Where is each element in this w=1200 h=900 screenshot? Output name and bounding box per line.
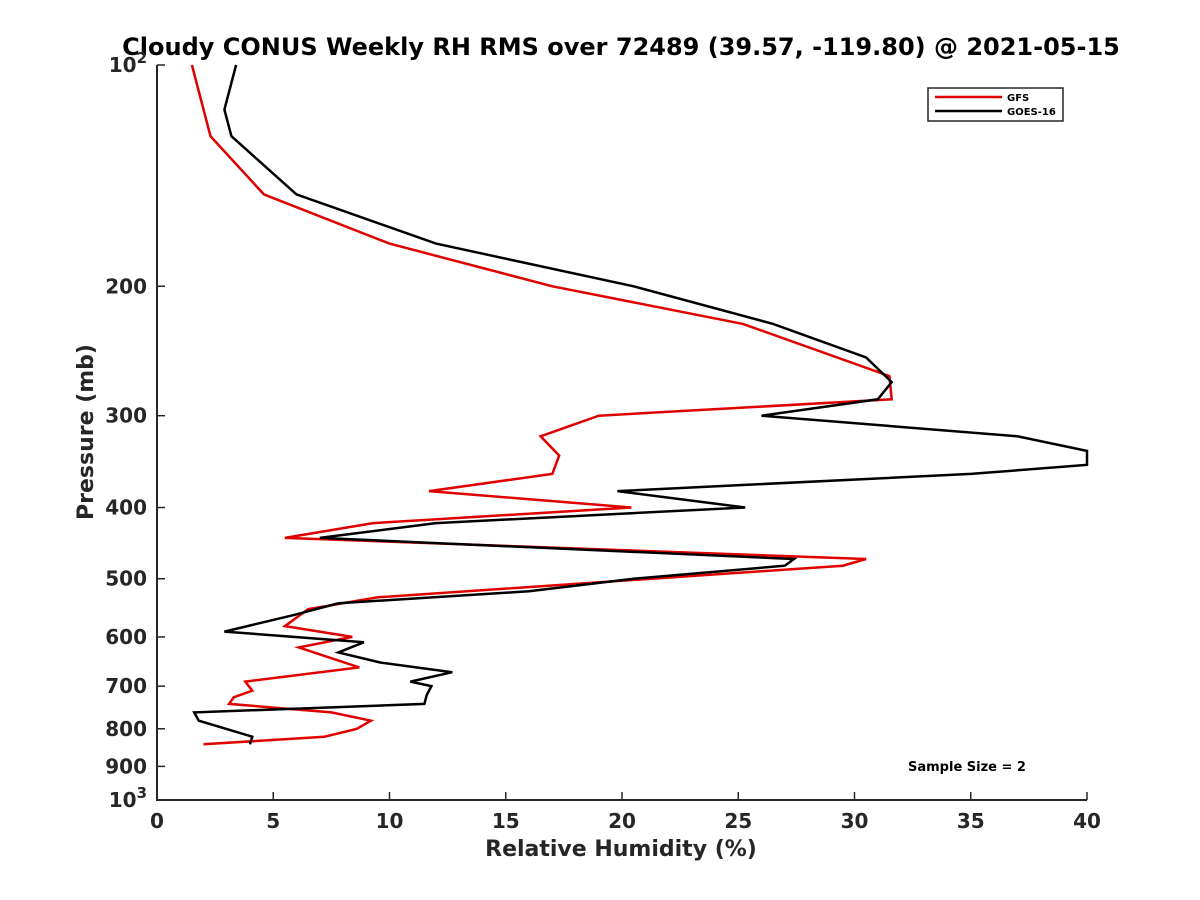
y-tick-label: 300 <box>105 404 147 428</box>
x-tick-label: 5 <box>266 809 280 833</box>
x-tick-label: 35 <box>957 809 985 833</box>
x-axis-label: Relative Humidity (%) <box>485 837 757 862</box>
x-tick-label: 40 <box>1073 809 1101 833</box>
y-tick-label: 400 <box>105 496 147 520</box>
x-tick-label: 25 <box>724 809 752 833</box>
y-tick-label: 600 <box>105 625 147 649</box>
x-tick-label: 0 <box>150 809 164 833</box>
series-layer <box>190 64 1089 746</box>
x-axis-ticks: 0 5 10 15 20 25 30 35 40 <box>150 792 1101 833</box>
plot-area: 0 5 10 15 20 25 30 35 40 102 200 300 400 500 600 700 80… <box>105 49 1101 833</box>
y-tick-label: 900 <box>105 754 147 778</box>
series-line-goes-16 <box>192 64 1089 745</box>
series-line-gfs <box>190 64 894 746</box>
y-tick-label: 500 <box>105 567 147 591</box>
legend[interactable]: GFS GOES-16 <box>927 87 1064 122</box>
y-axis-ticks: 102 200 300 400 500 600 700 800 900 103 <box>105 49 165 812</box>
y-tick-label: 103 <box>109 784 147 812</box>
y-tick-label: 102 <box>109 49 147 77</box>
x-tick-label: 20 <box>608 809 636 833</box>
x-tick-label: 30 <box>841 809 869 833</box>
y-axis-label: Pressure (mb) <box>74 344 99 520</box>
x-tick-label: 10 <box>376 809 404 833</box>
x-tick-label: 15 <box>492 809 520 833</box>
legend-label-gfs: GFS <box>1007 93 1029 104</box>
sample-size-annotation: Sample Size = 2 <box>908 760 1026 775</box>
chart-title: Cloudy CONUS Weekly RH RMS over 72489 (3… <box>122 33 1120 61</box>
legend-box <box>927 87 1064 122</box>
y-tick-label: 800 <box>105 717 147 741</box>
y-tick-label: 700 <box>105 674 147 698</box>
y-tick-label: 200 <box>105 274 147 298</box>
legend-label-goes16: GOES-16 <box>1007 107 1056 118</box>
